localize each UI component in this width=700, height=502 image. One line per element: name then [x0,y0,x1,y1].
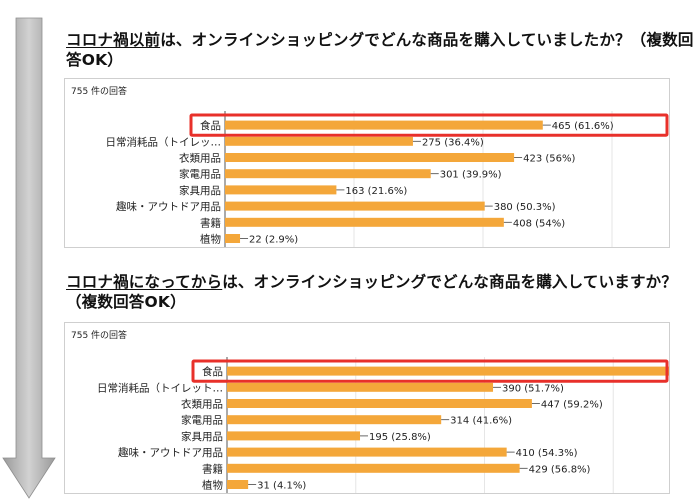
bar [227,415,442,425]
category-label: 植物 [202,479,223,492]
heading-underlined-phrase: コロナ禍以前 [66,31,161,49]
down-arrow-graphic [2,17,56,499]
data-label: 301 (39.9%) [440,170,502,181]
question-during-covid-heading: コロナ禍になってからは、オンラインショッピングでどんな商品を購入していますか？（… [66,272,694,312]
heading-underlined-phrase: コロナ禍になってから [66,273,223,291]
data-label: 380 (50.3%) [494,202,556,213]
data-label: 163 (21.6%) [345,186,407,197]
category-label: 食品 [202,365,223,378]
category-label: 趣味・アウトドア用品 [118,446,223,459]
category-label: 食品 [200,119,221,132]
highlight-box [191,359,669,383]
category-label: 家具用品 [179,184,221,197]
data-label: 408 (54%) [513,218,565,229]
heading-rest-text: は、オンラインショッピングでどんな商品を購入していますか？（複数回答OK） [66,273,678,311]
category-label: 書籍 [202,462,223,475]
highlight-box [189,113,669,137]
category-label: 家電用品 [179,168,221,181]
category-label: 日常消耗品（トイレッ… [106,135,222,148]
data-label: 314 (41.6%) [450,416,512,427]
category-label: 植物 [200,233,221,246]
bar [225,201,485,211]
response-count: 755 件の回答 [71,331,128,341]
category-label: 衣類用品 [181,398,223,411]
bar [227,382,494,392]
bar [227,480,249,489]
chart-panel-before-covid: 755 件の回答 食品 465 (61.6%) 日常消耗品（トイレッ… 275 (36… [64,78,670,248]
category-label: 日常消耗品（トイレット… [97,381,223,394]
question-before-covid-heading: コロナ禍以前は、オンラインショッピングでどんな商品を購入していましたか？（複数回… [66,30,694,70]
data-label: 22 (2.9%) [249,235,298,246]
data-label: 410 (54.3%) [516,448,578,459]
bar [227,447,507,457]
bar-chart-during-covid: 食品681 (90.2%)日常消耗品（トイレット…390 (51.7%)衣類用品… [97,357,669,493]
category-label: 家具用品 [181,430,223,443]
bar [227,463,520,473]
bar [225,234,241,243]
bar [227,366,669,376]
bar [225,120,543,130]
data-label: 429 (56.8%) [529,464,591,475]
bar [225,153,515,162]
category-label: 書籍 [200,216,221,229]
heading-rest-text: は、オンラインショッピングでどんな商品を購入していましたか？（複数回答OK） [66,31,694,69]
bar [227,431,361,441]
bar [225,185,337,195]
data-label: 31 (4.1%) [257,481,306,492]
bar [225,217,504,227]
data-label: 447 (59.2%) [541,400,603,411]
data-label: 423 (56%) [523,154,575,165]
data-label: 275 (36.4%) [422,137,484,148]
bar [225,169,431,179]
response-count: 755 件の回答 [71,87,128,97]
category-label: 趣味・アウトドア用品 [116,200,221,213]
category-label: 衣類用品 [179,152,221,165]
bar [227,399,532,408]
data-label: 390 (51.7%) [502,383,564,394]
data-label: 465 (61.6%) [552,121,614,132]
category-label: 家電用品 [181,414,223,427]
chart-panel-during-covid: 755 件の回答 食品681 (90.2%)日常消耗品（トイレット…390 (5… [64,322,670,494]
data-label: 195 (25.8%) [369,432,431,443]
bar [225,136,413,146]
bar-chart-before-covid: 食品 465 (61.6%) 日常消耗品（トイレッ… 275 (36.4%) 衣類用品 4… [106,111,669,247]
